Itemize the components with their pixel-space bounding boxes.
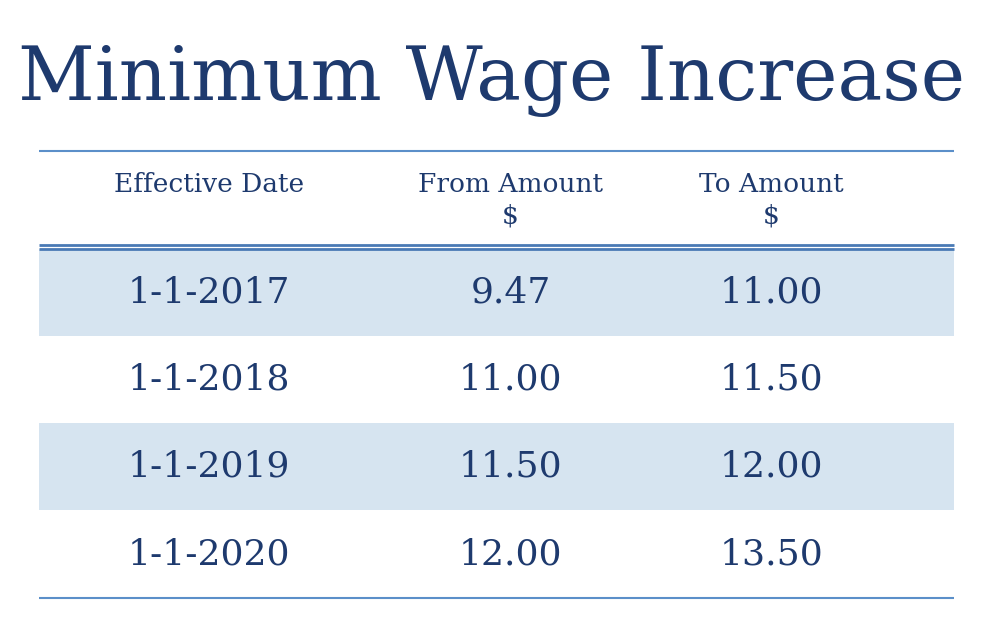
Text: 11.50: 11.50 (459, 450, 563, 484)
Text: 1-1-2017: 1-1-2017 (128, 276, 290, 309)
Text: 12.00: 12.00 (459, 537, 563, 571)
Text: $: $ (502, 203, 520, 228)
Text: To Amount: To Amount (700, 172, 843, 197)
Text: $: $ (763, 203, 780, 228)
Text: Effective Date: Effective Date (113, 172, 304, 197)
Text: 11.00: 11.00 (719, 276, 824, 309)
Text: 1-1-2018: 1-1-2018 (127, 363, 290, 397)
Text: 12.00: 12.00 (719, 450, 824, 484)
Text: 1-1-2019: 1-1-2019 (128, 450, 290, 484)
Text: 13.50: 13.50 (719, 537, 824, 571)
Text: From Amount: From Amount (418, 172, 603, 197)
Text: 11.50: 11.50 (719, 363, 824, 397)
Text: 1-1-2020: 1-1-2020 (127, 537, 290, 571)
Text: 11.00: 11.00 (459, 363, 563, 397)
Text: 9.47: 9.47 (470, 276, 551, 309)
Text: Minimum Wage Increase: Minimum Wage Increase (19, 44, 965, 117)
